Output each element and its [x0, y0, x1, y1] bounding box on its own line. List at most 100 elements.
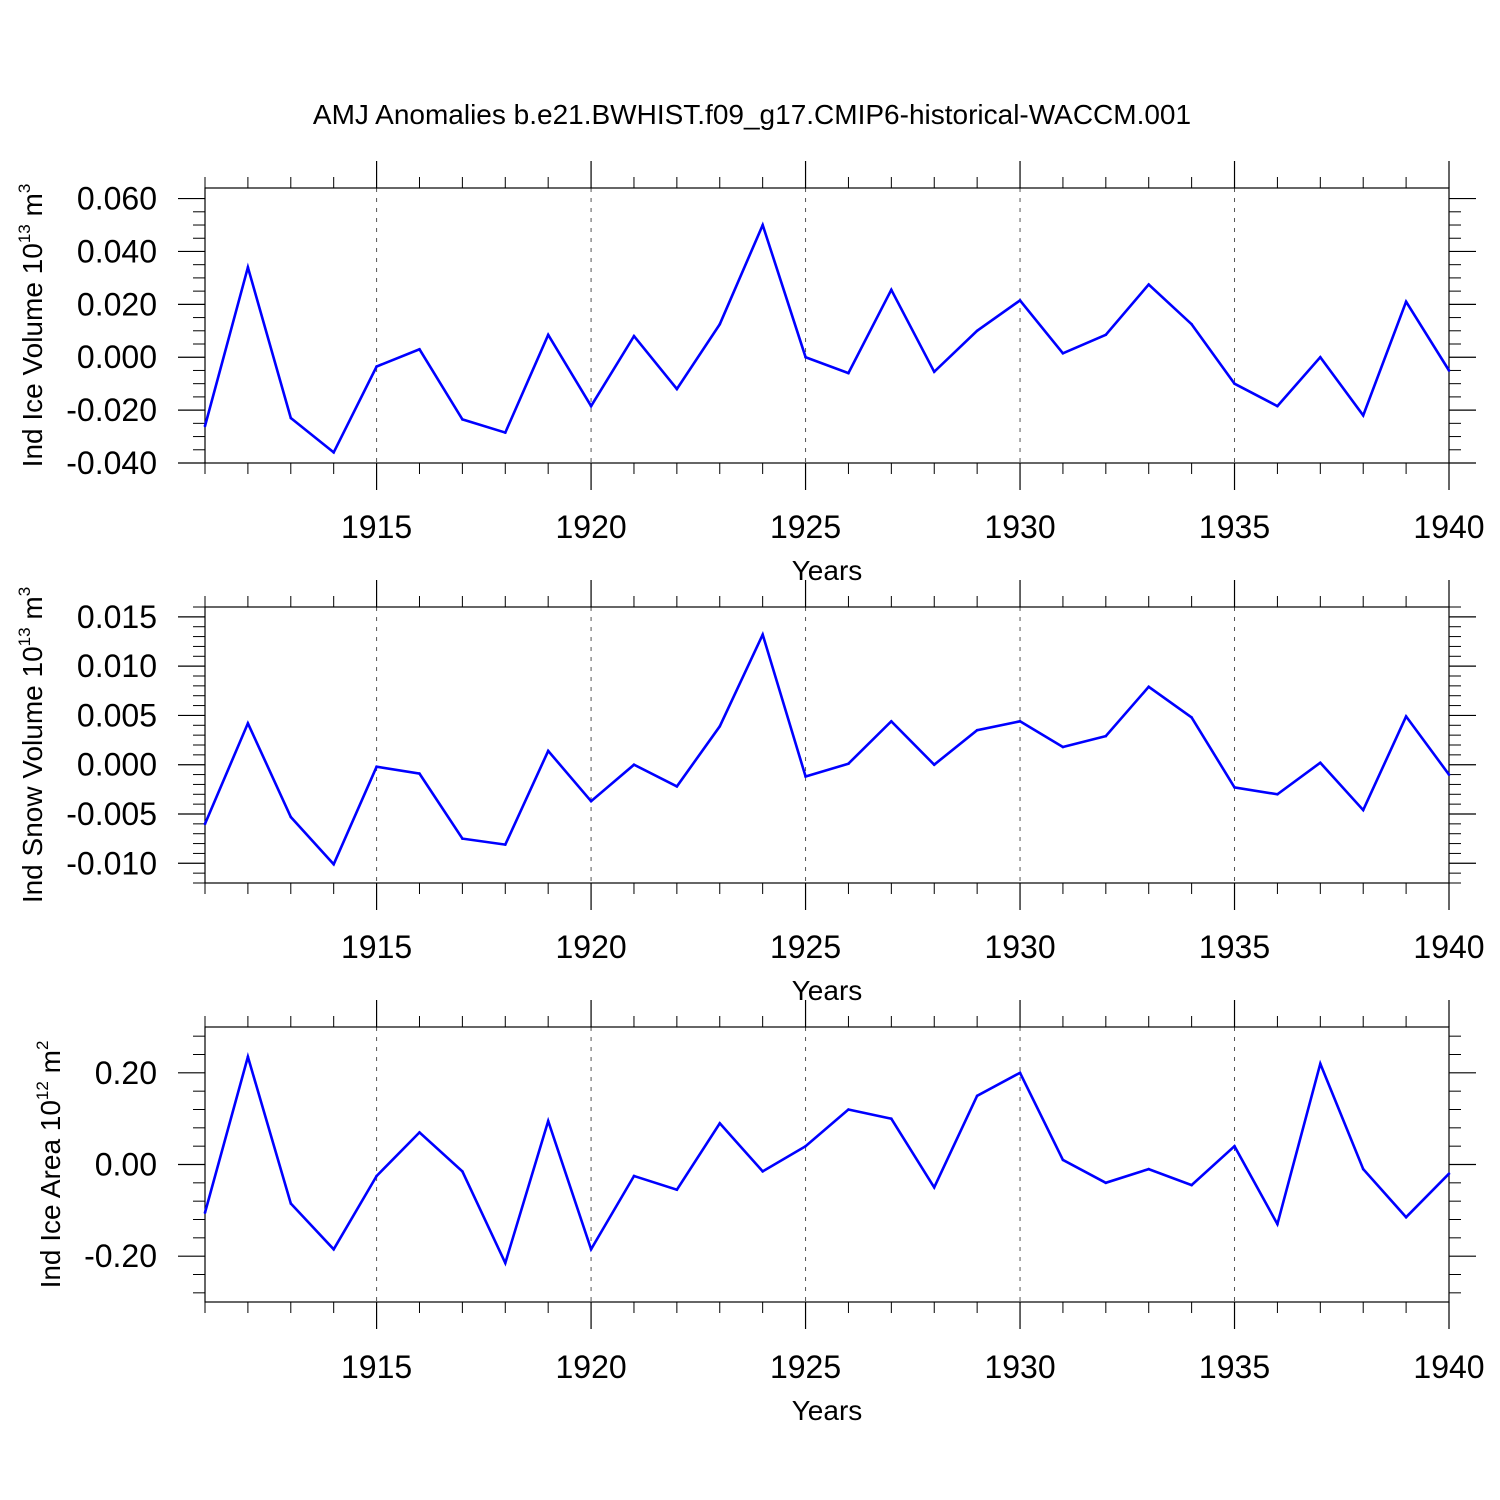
data-point [632, 763, 636, 767]
data-point [203, 1211, 207, 1214]
y-axis-label: Ind Snow Volume 1013 m3 [15, 587, 48, 903]
y-axis-label-superscript: 2 [33, 1041, 52, 1050]
data-point [589, 1247, 593, 1251]
panel-3: -0.20 0.00 0.20 1915 1920 1925 1930 1935 1940 Yea… [33, 1000, 1485, 1426]
x-tick-label: 1935 [1199, 509, 1270, 545]
data-point [375, 1174, 378, 1178]
x-axis-label: Years [792, 555, 863, 586]
data-point [461, 1170, 464, 1173]
data-point [632, 1174, 636, 1178]
data-point [332, 451, 335, 454]
data-point [1361, 808, 1365, 812]
data-point [418, 772, 421, 775]
y-tick-label: 0.020 [77, 286, 157, 322]
data-point [589, 404, 593, 408]
data-point [289, 815, 293, 819]
data-point [718, 724, 722, 728]
data-point [1104, 1181, 1108, 1185]
data-point [246, 722, 250, 725]
series-line [203, 1052, 1450, 1267]
data-point [675, 1188, 679, 1192]
data-point [1276, 792, 1279, 796]
y-tick-label: 0.000 [77, 339, 157, 375]
data-point [675, 387, 679, 391]
data-point [847, 762, 850, 766]
y-axis-label-part: Ind Snow Volume 10 [17, 646, 48, 903]
panel-1: -0.040 -0.020 0.000 0.020 0.040 0.060 1915 1920… [15, 161, 1485, 586]
data-point [289, 1202, 293, 1205]
data-point [1104, 333, 1108, 337]
data-point [1447, 369, 1451, 372]
data-point [890, 288, 893, 292]
data-point [975, 1094, 979, 1098]
data-point [203, 424, 207, 428]
x-tick-label: 1915 [341, 509, 412, 545]
x-tick-label: 1940 [1413, 1349, 1484, 1385]
data-point [375, 365, 378, 368]
data-point [546, 1119, 550, 1123]
data-point [246, 266, 250, 269]
data-point [1147, 685, 1151, 689]
y-axis-label-part: Ind Ice Volume 10 [17, 243, 48, 467]
data-point [761, 1170, 764, 1173]
series-line [203, 221, 1451, 455]
data-point [1233, 1144, 1236, 1148]
y-axis-label-superscript: 3 [15, 184, 34, 193]
data-point [1061, 745, 1065, 749]
y-tick-label: -0.20 [84, 1238, 157, 1274]
data-point [503, 431, 507, 434]
data-point [847, 371, 850, 375]
x-tick-label: 1930 [984, 509, 1055, 545]
data-point [1061, 351, 1065, 355]
y-axis-label: Ind Ice Area 1012 m2 [33, 1041, 66, 1289]
x-tick-label: 1920 [555, 509, 626, 545]
data-point [332, 862, 335, 866]
data-point [546, 333, 550, 337]
x-tick-label: 1925 [770, 509, 841, 545]
data-point [890, 1117, 893, 1120]
data-point [1276, 1222, 1279, 1226]
y-axis-label-part: m [35, 1050, 66, 1081]
y-axis-label: Ind Ice Volume 1013 m3 [15, 184, 48, 468]
data-point [1361, 1167, 1365, 1171]
data-point [332, 1247, 335, 1251]
data-point [632, 334, 636, 338]
y-tick-label: 0.000 [77, 747, 157, 783]
data-point [1319, 355, 1322, 359]
data-point [1147, 283, 1151, 286]
data-point [418, 1131, 421, 1134]
data-point [1061, 1158, 1065, 1162]
x-tick-label: 1930 [984, 1349, 1055, 1385]
y-tick-label: 0.00 [95, 1147, 157, 1183]
data-point [1190, 1183, 1193, 1187]
data-point [932, 763, 936, 767]
data-point [289, 416, 293, 420]
x-axis-label: Years [792, 1395, 863, 1426]
data-point [1276, 404, 1279, 408]
series-line [203, 630, 1451, 867]
y-tick-label: 0.20 [95, 1055, 157, 1091]
data-point [1233, 382, 1236, 385]
y-axis-label-superscript: 13 [15, 224, 34, 243]
data-point [1447, 773, 1451, 776]
data-point [1018, 720, 1022, 723]
y-axis-label-superscript: 13 [15, 627, 34, 646]
data-point [804, 1144, 807, 1148]
x-tick-label: 1920 [555, 929, 626, 965]
y-axis-label-part: Ind Ice Area 10 [35, 1100, 66, 1288]
data-point [932, 370, 936, 374]
data-point [718, 1121, 722, 1125]
x-axis-label: Years [792, 975, 863, 1006]
y-axis-label-part: m [17, 596, 48, 627]
data-point [503, 1261, 507, 1265]
data-point [1190, 716, 1193, 719]
data-point [761, 633, 764, 636]
data-point [418, 347, 421, 351]
data-point [503, 843, 507, 846]
data-point [1104, 734, 1108, 738]
data-point [1233, 786, 1236, 789]
data-point [246, 1055, 250, 1059]
data-point [975, 329, 979, 333]
data-point [847, 1108, 850, 1111]
